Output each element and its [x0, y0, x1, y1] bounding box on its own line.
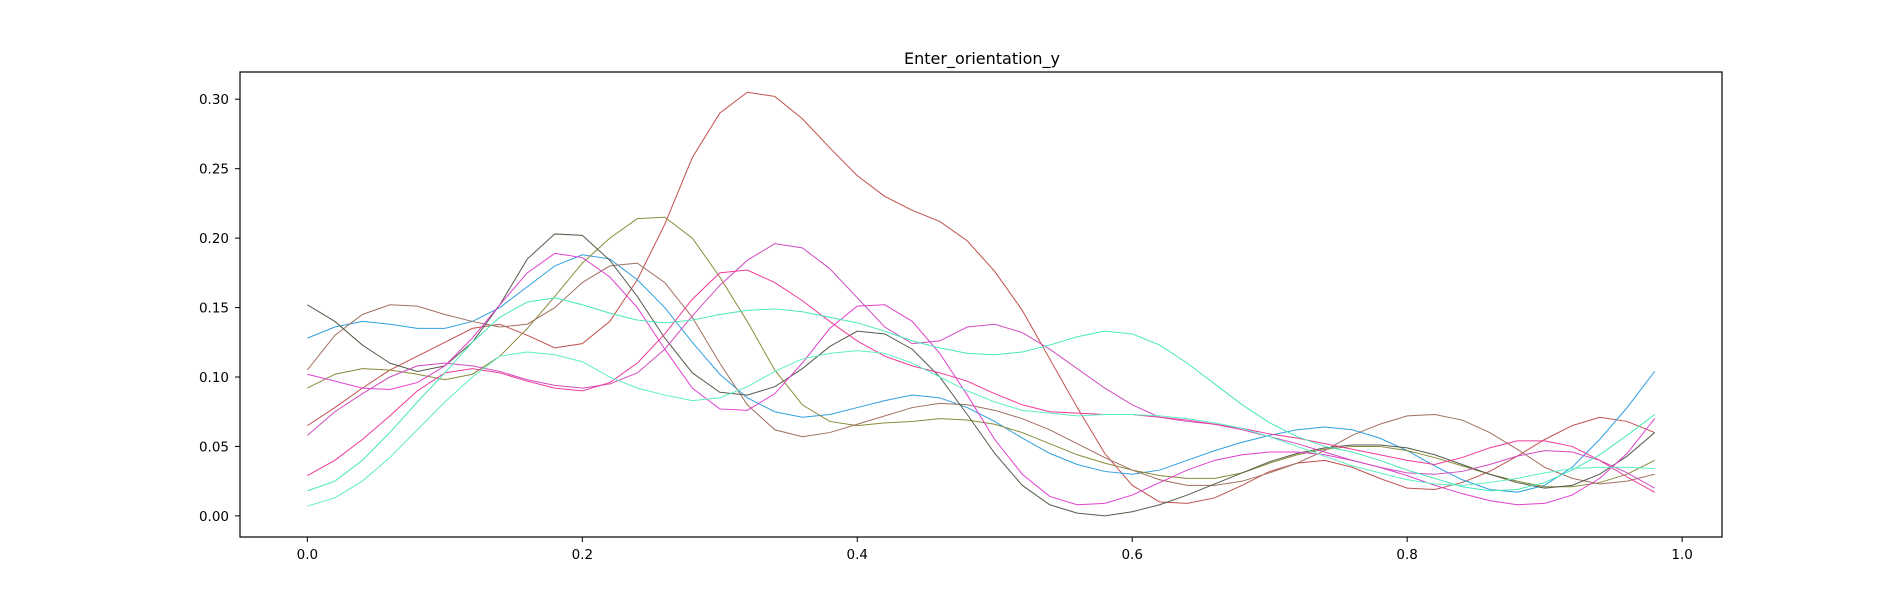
y-tick-label: 0.15 — [199, 301, 229, 317]
y-tick-label: 0.25 — [199, 162, 229, 178]
plot-area-frame — [239, 71, 1723, 538]
series-line-6 — [307, 252, 1656, 506]
series-line-4 — [306, 262, 1655, 486]
y-tick-label: 0.20 — [199, 231, 229, 247]
x-tick-label: 0.6 — [1121, 547, 1142, 563]
y-tick-label: 0.10 — [199, 370, 229, 386]
y-tick-label: 0.05 — [199, 439, 229, 455]
y-tick-label: 0.30 — [199, 92, 229, 108]
x-tick-label: 1.0 — [1671, 547, 1692, 563]
x-axis: 0.0 0.2 0.4 0.6 0.8 1.0 — [297, 537, 1693, 563]
series-line-5 — [307, 233, 1655, 517]
series-line-1 — [307, 91, 1655, 504]
x-tick-label: 0.0 — [297, 547, 318, 563]
x-tick-label: 0.2 — [572, 547, 593, 563]
series-line-9 — [307, 297, 1655, 492]
series-line-3 — [307, 216, 1655, 488]
series-line-10 — [307, 350, 1655, 507]
series-line-7 — [307, 243, 1655, 489]
x-tick-label: 0.4 — [847, 547, 868, 563]
series-line-2 — [307, 254, 1656, 493]
chart-title: Enter_orientation_y — [904, 49, 1060, 69]
y-axis: 0.00 0.05 0.10 0.15 0.20 0.25 0.30 — [199, 92, 240, 525]
x-tick-label: 0.8 — [1396, 547, 1417, 563]
y-tick-label: 0.00 — [199, 509, 229, 525]
series-line-8 — [307, 269, 1655, 493]
series-layer — [306, 91, 1656, 517]
